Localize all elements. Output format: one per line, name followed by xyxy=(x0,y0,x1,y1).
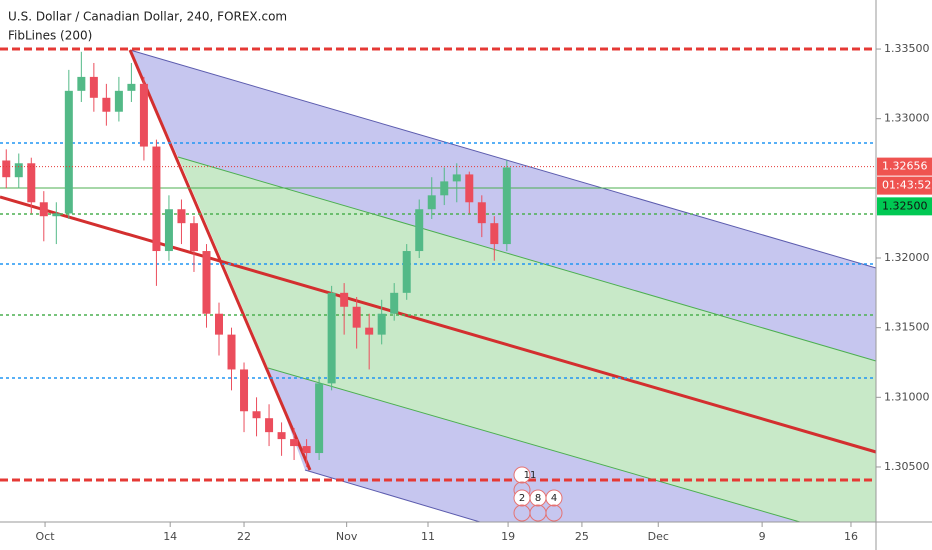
candle-body xyxy=(465,174,474,203)
pitchfork xyxy=(0,49,877,523)
event-label: 11 xyxy=(524,470,537,481)
candle-body xyxy=(64,90,73,214)
candle-body xyxy=(164,209,173,252)
candle-body xyxy=(265,418,274,433)
level-box xyxy=(877,197,932,216)
event-label: 2 xyxy=(519,493,525,504)
candle-body xyxy=(340,292,349,307)
candle-body xyxy=(52,213,61,217)
y-tick-label: 1.30500 xyxy=(884,460,930,473)
candle-body xyxy=(114,90,123,112)
countdown-box xyxy=(877,176,932,195)
candle-body xyxy=(152,146,161,252)
candle-body xyxy=(227,334,236,370)
candle-body xyxy=(39,202,48,217)
candle-body xyxy=(102,97,111,112)
event-label: 4 xyxy=(551,493,557,504)
candle-body xyxy=(440,181,449,196)
y-tick-label: 1.33000 xyxy=(884,112,930,125)
candle-body xyxy=(477,202,486,224)
median-line xyxy=(0,195,877,454)
x-tick-label: 22 xyxy=(237,530,251,543)
level-label: 1.32500 xyxy=(882,199,928,212)
candle-body xyxy=(177,209,186,224)
channel-line xyxy=(304,469,481,523)
y-tick-label: 1.32000 xyxy=(884,251,930,264)
candle-body xyxy=(377,313,386,335)
candle-body xyxy=(240,369,249,412)
candle-body xyxy=(2,160,11,178)
indicator-name: FibLines (200) xyxy=(8,29,92,43)
channel-line xyxy=(267,367,801,523)
candle-body xyxy=(139,83,148,147)
last-price-box xyxy=(877,157,932,176)
candle-body xyxy=(302,446,311,454)
candle-body xyxy=(390,292,399,314)
candle-body xyxy=(502,167,511,245)
candle-body xyxy=(189,223,198,252)
candle-body xyxy=(427,195,436,210)
y-tick-label: 1.31000 xyxy=(884,390,930,403)
candle-body xyxy=(290,439,299,447)
candle-body xyxy=(89,76,98,98)
candle-body xyxy=(215,313,223,335)
last-price-label: 1.32656 xyxy=(882,160,928,173)
x-tick-label: Nov xyxy=(336,530,358,543)
candle-body xyxy=(352,306,361,328)
candle-body xyxy=(127,83,136,91)
candle-body xyxy=(315,383,324,454)
candle-body xyxy=(252,411,261,419)
countdown-label: 01:43:52 xyxy=(882,179,931,192)
channel-line xyxy=(177,156,877,362)
x-tick-label: Oct xyxy=(36,530,56,543)
candle-body xyxy=(27,163,36,203)
candle-body xyxy=(277,432,286,440)
handle-line xyxy=(128,49,312,471)
event-icon-ring xyxy=(545,504,563,522)
x-tick-label: 19 xyxy=(501,530,515,543)
candle-body xyxy=(365,327,374,335)
y-tick-label: 1.33500 xyxy=(884,42,930,55)
event-icon xyxy=(513,466,531,484)
candles xyxy=(2,51,511,467)
candle-body xyxy=(14,163,23,178)
y-tick-label: 1.31500 xyxy=(884,321,930,334)
x-tick-label: 25 xyxy=(575,530,589,543)
x-tick-label: 14 xyxy=(163,530,177,543)
x-tick-label: 11 xyxy=(421,530,435,543)
x-tick-label: 9 xyxy=(759,530,766,543)
event-icon xyxy=(545,489,563,507)
candle-body xyxy=(415,209,424,252)
candle-body xyxy=(452,174,461,182)
candle-body xyxy=(77,76,86,91)
candle-body xyxy=(202,251,211,314)
candle-body xyxy=(490,223,499,245)
candle-body xyxy=(327,292,336,384)
candle-body xyxy=(402,251,411,293)
chart-title: U.S. Dollar / Canadian Dollar, 240, FORE… xyxy=(8,10,287,24)
event-label: 8 xyxy=(535,493,541,504)
channel-line xyxy=(129,49,877,269)
x-tick-label: Dec xyxy=(648,530,669,543)
middle-zone xyxy=(178,157,876,522)
x-tick-label: 16 xyxy=(844,530,858,543)
